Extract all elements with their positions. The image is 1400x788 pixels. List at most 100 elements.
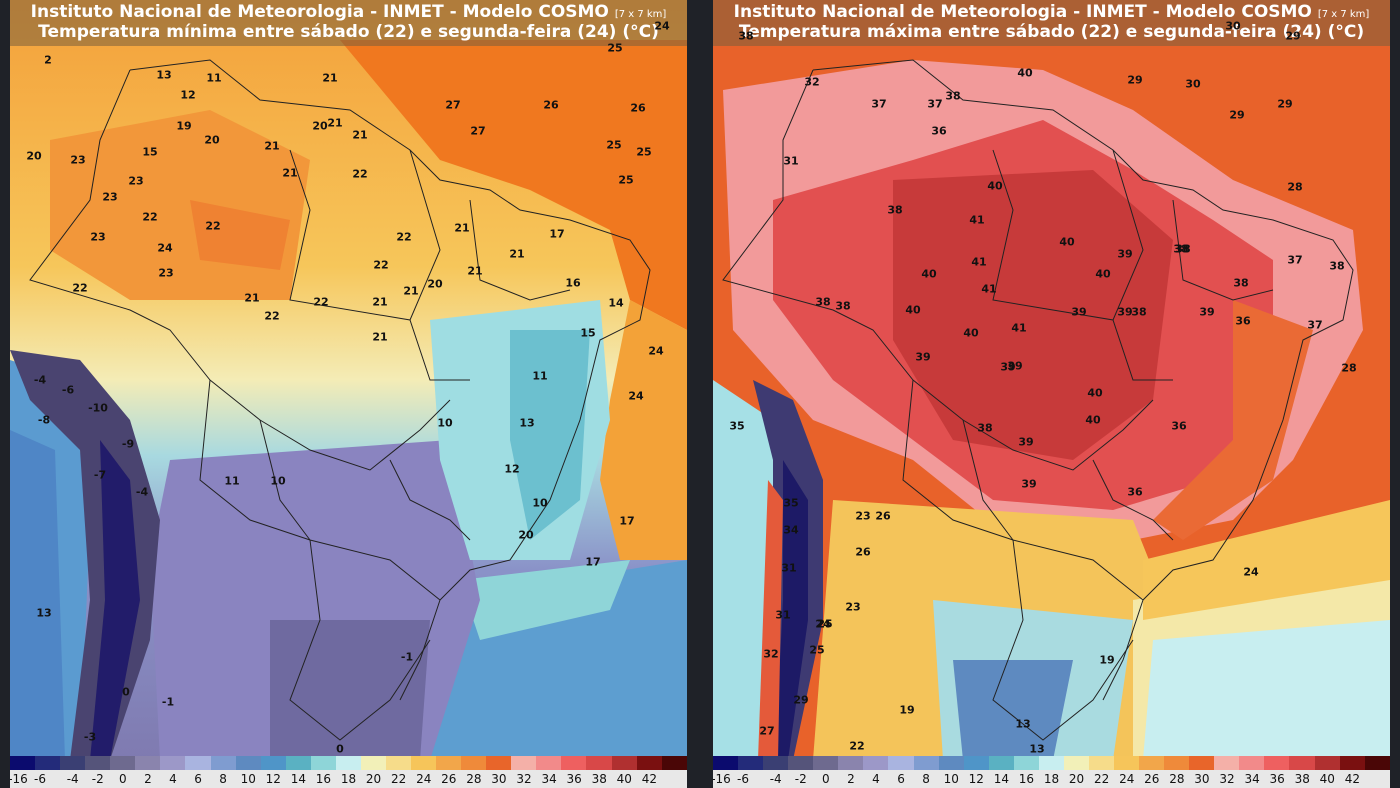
colorbar-segment [385, 756, 411, 770]
temperature-label: 22 [352, 167, 368, 181]
temperature-label: 13 [1029, 742, 1045, 756]
min-temp-map [10, 0, 687, 760]
colorbar-segment [738, 756, 764, 770]
colorbar-segment [1339, 756, 1365, 770]
colorbar-segment [963, 756, 989, 770]
colorbar [10, 756, 687, 770]
temperature-label: 37 [927, 97, 943, 111]
colorbar-tick-label: 30 [491, 772, 507, 786]
colorbar-tick-label: 28 [466, 772, 482, 786]
colorbar-segment [185, 756, 211, 770]
colorbar-tick-label: -2 [794, 772, 807, 786]
colorbar-segment [235, 756, 261, 770]
temperature-label: 22 [264, 309, 280, 323]
colorbar-segment [938, 756, 964, 770]
colorbar-background [713, 770, 1390, 788]
temperature-label: 36 [1235, 314, 1251, 328]
temperature-label: 26 [875, 509, 891, 523]
temperature-label: 39 [1199, 305, 1215, 319]
temperature-label: 21 [372, 295, 388, 309]
colorbar-tick-label: 22 [1094, 772, 1110, 786]
temperature-label: 21 [244, 291, 260, 305]
colorbar-tick-label: 22 [391, 772, 407, 786]
temperature-label: 21 [264, 139, 280, 153]
colorbar-tick-label: 30 [1194, 772, 1210, 786]
temperature-label: 38 [1175, 242, 1191, 256]
temperature-label: -4 [33, 373, 47, 387]
max-temp-map-panel: Instituto Nacional de Meteorologia - INM… [713, 0, 1390, 788]
colorbar-tick-label: 6 [194, 772, 202, 786]
temperature-label: 23 [70, 153, 86, 167]
colorbar-segment [1214, 756, 1240, 770]
colorbar-tick-label: 8 [219, 772, 227, 786]
colorbar-tick-label: 6 [897, 772, 905, 786]
temperature-label: 21 [454, 221, 470, 235]
colorbar-tick-label: -6 [737, 772, 749, 786]
temperature-label: 22 [142, 210, 158, 224]
colorbar-segment [1264, 756, 1290, 770]
temperature-label: 40 [963, 326, 979, 340]
map-title: Instituto Nacional de Meteorologia - INM… [10, 0, 687, 46]
temperature-label: 38 [835, 299, 851, 313]
colorbar-tick-label: 12 [265, 772, 281, 786]
temperature-label: 10 [270, 474, 286, 488]
temperature-label: 23 [128, 174, 144, 188]
colorbar-tick-label: 32 [1219, 772, 1235, 786]
colorbar-tick-label: 36 [1269, 772, 1285, 786]
temperature-label: 27 [445, 98, 461, 112]
colorbar-tick-label: 0 [119, 772, 127, 786]
colorbar-tick-label: 24 [1119, 772, 1135, 786]
temperature-label: 19 [899, 703, 915, 717]
temperature-label: 25 [618, 173, 634, 187]
temperature-label: 25 [606, 138, 622, 152]
temperature-label: 13 [519, 416, 535, 430]
colorbar-tick-label: 16 [1018, 772, 1035, 786]
temperature-label: 32 [804, 75, 820, 89]
colorbar-segment [1289, 756, 1315, 770]
colorbar-segment [85, 756, 111, 770]
colorbar-segment [1139, 756, 1165, 770]
temperature-label: 11 [532, 369, 548, 383]
colorbar-segment [1189, 756, 1215, 770]
temperature-label: 30 [1185, 77, 1201, 91]
temperature-label: 24 [815, 617, 831, 631]
temperature-label: 24 [628, 389, 644, 403]
temperature-label: 31 [781, 561, 797, 575]
temperature-label: 41 [971, 255, 987, 269]
temperature-label: 38 [1173, 242, 1189, 256]
colorbar-tick-label: 34 [1244, 772, 1260, 786]
colorbar-tick-label: -6 [34, 772, 46, 786]
temperature-label: 22 [205, 219, 221, 233]
temperature-label: 22 [373, 258, 389, 272]
temperature-label: 40 [1059, 235, 1075, 249]
colorbar-tick-label: 8 [922, 772, 930, 786]
temperature-label: 25 [809, 643, 825, 657]
colorbar-tick-label: 16 [315, 772, 332, 786]
map-title: Instituto Nacional de Meteorologia - INM… [713, 0, 1390, 46]
temperature-label: 30 [1225, 19, 1241, 33]
temperature-label: 21 [372, 330, 388, 344]
colorbar-tick-label: 42 [641, 772, 658, 786]
temperature-label: 21 [352, 128, 368, 142]
temperature-label: 27 [759, 724, 775, 738]
colorbar-tick-label: -16 [10, 772, 28, 786]
temperature-label: 29 [1277, 97, 1293, 111]
temperature-label: 35 [729, 419, 745, 433]
colorbar-background [10, 770, 687, 788]
colorbar-segment [411, 756, 437, 770]
temperature-label: 13 [36, 606, 52, 620]
temperature-label: 22 [72, 281, 88, 295]
colorbar-segment [561, 756, 587, 770]
colorbar-segment [160, 756, 186, 770]
colorbar-segment [486, 756, 512, 770]
temperature-label: 20 [312, 119, 328, 133]
temperature-label: 38 [977, 421, 993, 435]
colorbar [713, 756, 1390, 770]
temperature-label: 39 [1071, 305, 1087, 319]
temperature-label: -9 [121, 437, 135, 451]
colorbar-tick-label: 32 [516, 772, 532, 786]
temperature-label: -1 [161, 695, 175, 709]
temperature-label: 21 [403, 284, 419, 298]
colorbar-tick-label: -4 [66, 772, 79, 786]
title-line-2: Temperatura máxima entre sábado (22) e s… [738, 22, 1365, 42]
